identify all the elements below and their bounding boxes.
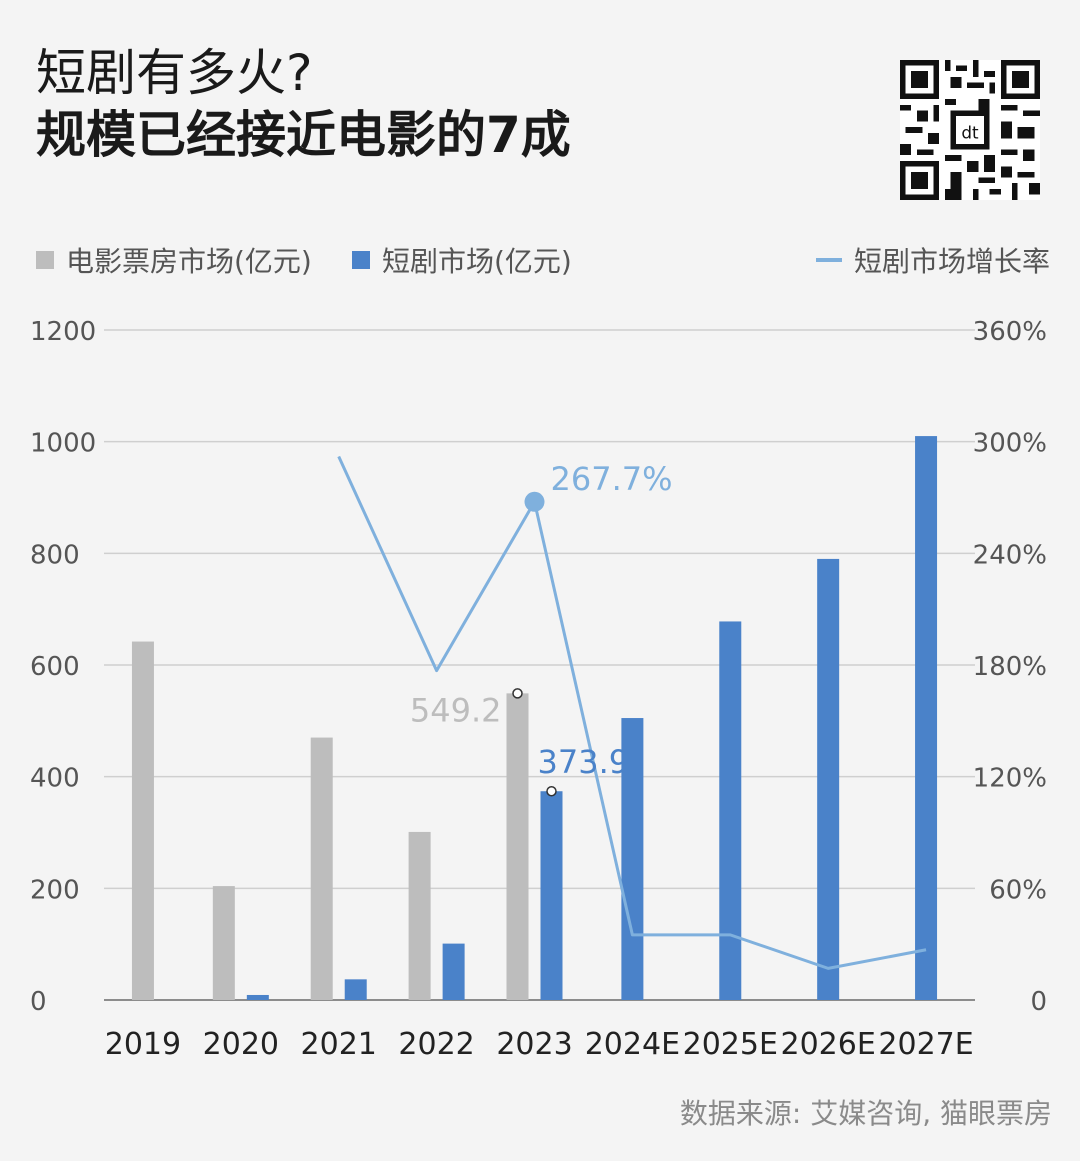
bar-drama bbox=[915, 436, 938, 1000]
data-label-growth-2023: 267.7% bbox=[551, 460, 673, 498]
legend-label-movie: 电影票房市场(亿元) bbox=[66, 245, 312, 278]
x-tick-label: 2019 bbox=[105, 1027, 181, 1062]
bar-movie bbox=[212, 886, 235, 1000]
bar-movie bbox=[506, 693, 529, 1000]
qr-code-icon: dt bbox=[900, 60, 1040, 200]
marker-growth-2023 bbox=[524, 491, 545, 512]
x-tick-label: 2027E bbox=[878, 1027, 973, 1062]
y-right-tick-label: 360% bbox=[973, 317, 1047, 347]
y-right-tick-label: 0 bbox=[1030, 987, 1047, 1017]
y-left-tick-label: 600 bbox=[30, 652, 80, 682]
y-left-tick-label: 0 bbox=[30, 987, 47, 1017]
legend-swatch-drama bbox=[352, 251, 370, 269]
legend: 电影票房市场(亿元) 短剧市场(亿元) 短剧市场增长率 bbox=[36, 240, 1050, 280]
data-label-drama-2023: 373.9 bbox=[538, 743, 630, 781]
title-line-1: 短剧有多火? bbox=[36, 44, 313, 102]
x-tick-label: 2022 bbox=[398, 1027, 474, 1062]
y-right-tick-label: 180% bbox=[973, 652, 1047, 682]
x-tick-label: 2021 bbox=[301, 1027, 377, 1062]
bar-drama bbox=[621, 718, 644, 1000]
bar-drama bbox=[344, 979, 367, 1000]
marker-movie-2023 bbox=[512, 688, 523, 699]
bar-drama bbox=[719, 621, 742, 1000]
chart-title: 短剧有多火? 规模已经接近电影的7成 bbox=[36, 42, 571, 166]
x-tick-label: 2025E bbox=[683, 1027, 778, 1062]
y-left-tick-label: 200 bbox=[30, 875, 80, 905]
data-source: 数据来源: 艾媒咨询, 猫眼票房 bbox=[679, 1097, 1052, 1130]
svg-text:dt: dt bbox=[961, 122, 979, 142]
y-left-tick-label: 1200 bbox=[30, 317, 96, 347]
legend-line-growth bbox=[815, 258, 842, 262]
x-tick-label: 2024E bbox=[585, 1027, 680, 1062]
x-tick-label: 2020 bbox=[203, 1027, 279, 1062]
y-right-tick-label: 120% bbox=[973, 764, 1047, 794]
legend-label-growth: 短剧市场增长率 bbox=[853, 245, 1050, 278]
legend-swatch-movie bbox=[36, 251, 54, 269]
x-tick-label: 2023 bbox=[496, 1027, 572, 1062]
bar-drama bbox=[246, 994, 269, 1000]
marker-drama-2023 bbox=[546, 785, 557, 797]
chart-area: 0 200 400 600 800 1000 1200 0 60% 120% 180% 240% 30… bbox=[30, 317, 1047, 1062]
bar-drama bbox=[442, 943, 465, 1000]
y-right-tick-label: 240% bbox=[973, 540, 1047, 570]
y-right-tick-label: 60% bbox=[989, 875, 1047, 905]
y-right-tick-label: 300% bbox=[973, 429, 1047, 459]
bar-drama bbox=[540, 791, 563, 1000]
legend-item-movie: 电影票房市场(亿元) bbox=[36, 240, 312, 280]
legend-item-growth: 短剧市场增长率 bbox=[815, 240, 1050, 280]
legend-item-drama: 短剧市场(亿元) bbox=[352, 240, 572, 280]
bar-movie bbox=[310, 737, 333, 1000]
y-left-tick-label: 800 bbox=[30, 540, 80, 570]
y-left-tick-label: 400 bbox=[30, 764, 80, 794]
data-label-movie-2023: 549.2 bbox=[410, 691, 502, 729]
bar-drama bbox=[817, 558, 840, 1000]
y-left-tick-label: 1000 bbox=[30, 429, 96, 459]
x-tick-label: 2026E bbox=[781, 1027, 876, 1062]
legend-label-drama: 短剧市场(亿元) bbox=[382, 245, 572, 278]
growth-line bbox=[337, 455, 927, 970]
bar-movie bbox=[131, 641, 154, 1000]
bar-movie bbox=[408, 831, 431, 1000]
title-line-2: 规模已经接近电影的7成 bbox=[36, 106, 571, 164]
